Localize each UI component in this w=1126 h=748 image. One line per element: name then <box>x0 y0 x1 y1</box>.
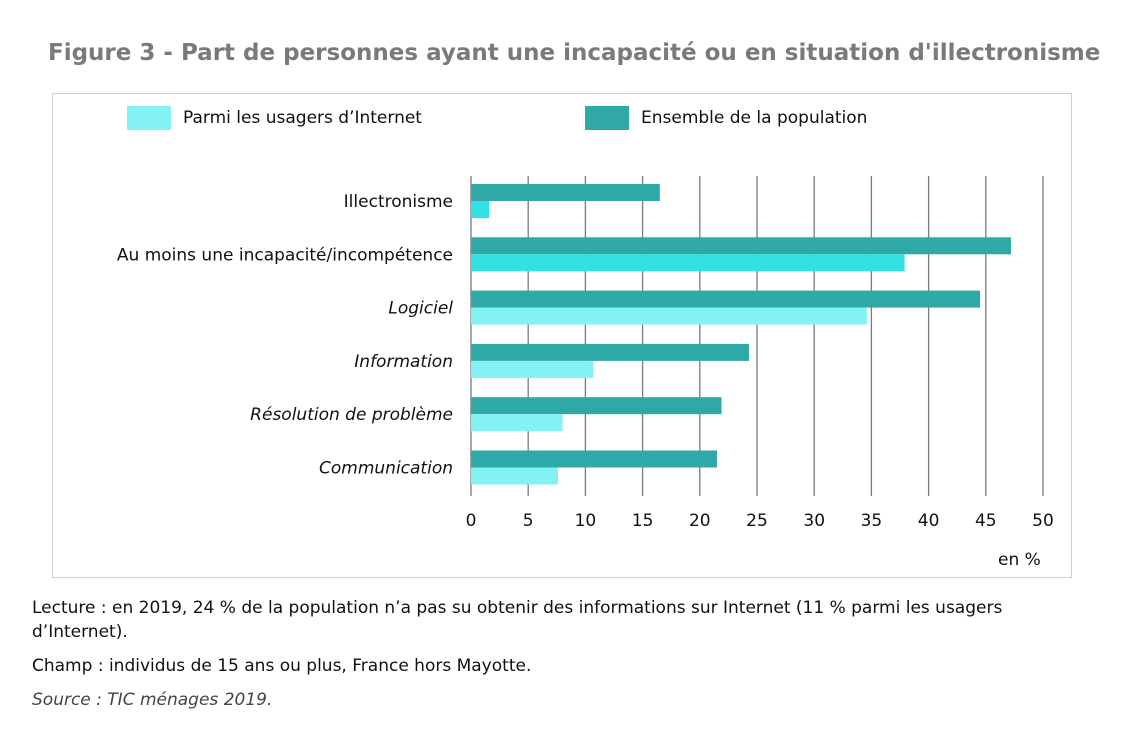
bar-population-1 <box>471 237 1011 255</box>
category-label-1: Au moins une incapacité/incompétence <box>117 245 453 265</box>
category-label-4: Résolution de problème <box>250 405 453 425</box>
legend-item-internet-users: Parmi les usagers d’Internet <box>127 106 422 130</box>
bar-internet-users-0 <box>471 201 490 218</box>
category-label-2: Logiciel <box>388 299 453 319</box>
x-tick-label-15: 15 <box>632 511 654 531</box>
bar-internet-users-3 <box>471 360 594 378</box>
x-tick-label-50: 50 <box>1032 511 1054 531</box>
category-label-0: Illectronisme <box>344 192 453 212</box>
chart-frame: Parmi les usagers d’Internet Ensemble de… <box>52 93 1072 578</box>
bar-internet-users-1 <box>471 254 905 272</box>
x-tick-label-0: 0 <box>466 511 477 531</box>
bar-population-3 <box>471 343 749 361</box>
bar-internet-users-2 <box>471 307 867 325</box>
bar-population-2 <box>471 290 981 308</box>
x-unit-label: en % <box>998 550 1041 570</box>
figure-notes: Lecture : en 2019, 24 % de la population… <box>32 596 1102 722</box>
x-tick-label-20: 20 <box>689 511 711 531</box>
bar-population-5 <box>471 450 717 468</box>
bar-population-4 <box>471 397 722 415</box>
x-tick-label-30: 30 <box>803 511 825 531</box>
legend-label-population: Ensemble de la population <box>641 108 868 128</box>
x-tick-label-5: 5 <box>523 511 534 531</box>
x-tick-label-45: 45 <box>975 511 997 531</box>
note-lecture: Lecture : en 2019, 24 % de la population… <box>32 598 1003 642</box>
category-label-5: Communication <box>319 459 453 479</box>
bar-internet-users-4 <box>471 414 563 432</box>
legend-swatch-internet-users <box>127 106 171 130</box>
x-tick-label-25: 25 <box>746 511 768 531</box>
bar-internet-users-5 <box>471 467 558 485</box>
legend-item-population: Ensemble de la population <box>585 106 867 130</box>
category-label-3: Information <box>354 352 453 372</box>
x-tick-label-35: 35 <box>861 511 883 531</box>
x-tick-label-40: 40 <box>918 511 940 531</box>
bar-chart: 0 5 10 15 20 25 30 35 40 45 50 Illectronisme Au moin… <box>117 176 1054 531</box>
legend-label-internet-users: Parmi les usagers d’Internet <box>183 108 422 128</box>
bar-population-0 <box>471 184 660 201</box>
note-source: Source : TIC ménages 2019. <box>32 690 273 710</box>
figure-title: Figure 3 - Part de personnes ayant une i… <box>48 40 1101 66</box>
x-tick-label-10: 10 <box>575 511 597 531</box>
note-champ: Champ : individus de 15 ans ou plus, Fra… <box>32 656 532 676</box>
legend-swatch-population <box>585 106 629 130</box>
